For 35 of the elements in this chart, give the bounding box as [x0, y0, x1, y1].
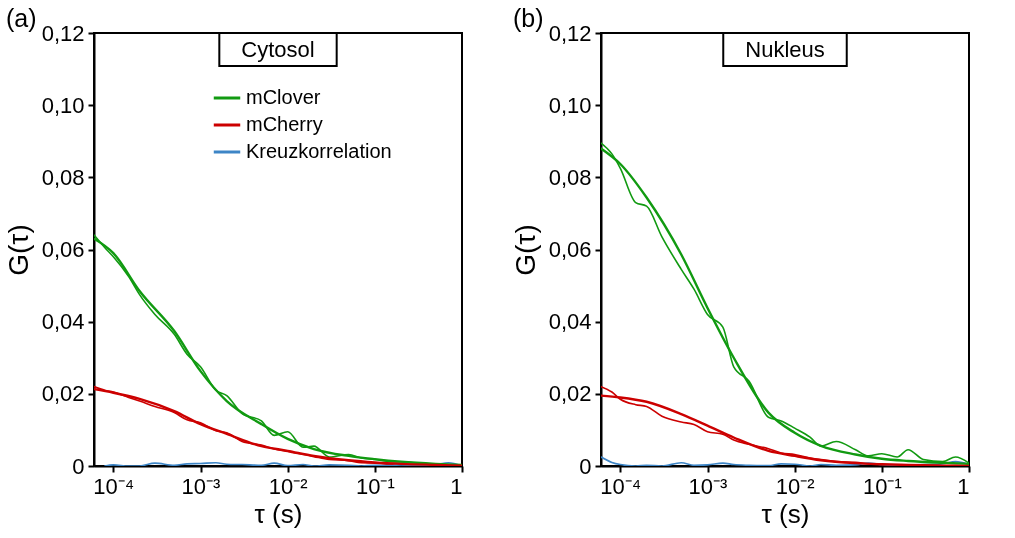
y-tick-label: 0,12	[41, 20, 85, 46]
y-tick-label: 0,02	[41, 381, 85, 407]
text: (b)	[513, 4, 544, 33]
y-axis-title: G(τ)	[509, 224, 541, 276]
y-tick-label: 0,08	[41, 164, 85, 190]
y-tick-label: 0,10	[548, 92, 592, 118]
text: (a)	[6, 4, 37, 33]
legend-label: Kreuzkorrelation	[246, 140, 392, 162]
y-tick-label: 0,12	[548, 20, 592, 46]
x-tick-label: 10⁻²	[268, 473, 308, 499]
y-tick-label: 0	[579, 453, 592, 479]
y-tick-label: 0,06	[41, 237, 85, 262]
x-tick-label: 10⁻⁴	[93, 473, 135, 499]
legend-label: mCherry	[246, 113, 323, 135]
x-tick-label: 1	[450, 473, 463, 499]
legend-label: mClover	[246, 86, 321, 108]
y-axis-title: G(τ)	[2, 224, 34, 276]
x-tick-label: 10⁻³	[181, 473, 221, 499]
y-tick-label: 0,02	[548, 381, 592, 407]
x-axis-title: τ (s)	[761, 498, 810, 529]
y-tick-label: 0,04	[548, 309, 592, 335]
x-tick-label: 10⁻⁴	[600, 473, 642, 499]
chart-title: Nukleus	[745, 37, 825, 62]
y-tick-label: 0	[72, 453, 85, 479]
x-axis-title: τ (s)	[254, 498, 303, 529]
x-tick-label: 10⁻³	[688, 473, 728, 499]
y-tick-label: 0,06	[548, 237, 592, 262]
y-tick-label: 0,08	[548, 164, 592, 190]
x-tick-label: 10⁻¹	[355, 473, 395, 499]
x-tick-label: 10⁻¹	[862, 473, 902, 499]
y-tick-label: 0,04	[41, 309, 85, 335]
x-tick-label: 10⁻²	[775, 473, 815, 499]
chart-title: Cytosol	[241, 37, 315, 62]
y-tick-label: 0,10	[41, 92, 85, 118]
x-tick-label: 1	[957, 473, 970, 499]
